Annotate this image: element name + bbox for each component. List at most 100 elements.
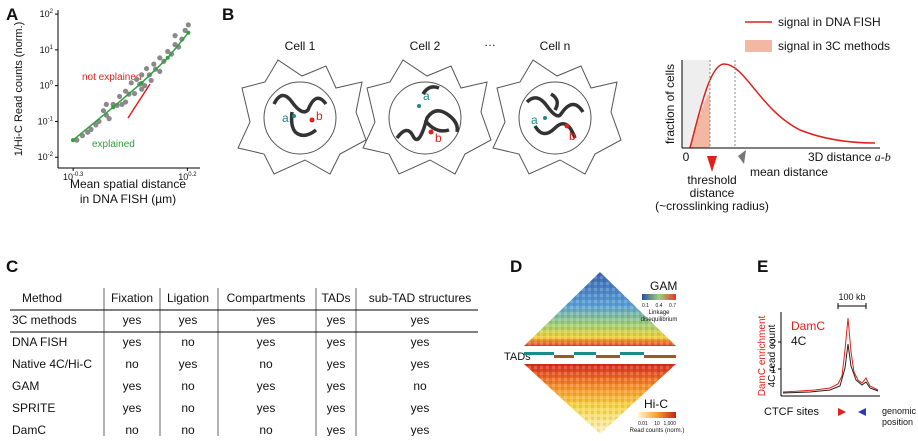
table-cell: 3C methods (12, 313, 77, 327)
data-point (122, 88, 129, 94)
table-cell: DamC (12, 423, 46, 436)
table-cell: yes (123, 401, 142, 415)
tick-exponent: 0.2 (188, 172, 197, 178)
threshold-label: distance (690, 186, 735, 200)
cell: a b (492, 59, 622, 175)
y-tick-label: 1 (770, 365, 776, 376)
table-cell: yes (257, 335, 276, 349)
tad-track (524, 352, 676, 358)
table-header: Compartments (227, 291, 306, 305)
table-cell: Native 4C/Hi-C (12, 357, 92, 371)
annotation: explained (92, 139, 135, 150)
y-tick-label: 2 (770, 338, 776, 349)
hic-scale-label: Read counts (norm.) (630, 428, 685, 434)
fit-line (72, 32, 189, 141)
data-point (165, 48, 171, 55)
tick-label: 100.2 (178, 172, 197, 182)
hic-tick: 1,000 (663, 421, 676, 427)
cell: a b (362, 59, 492, 175)
data-point (179, 36, 185, 42)
data-point (143, 65, 150, 72)
tick-exponent: 2 (50, 9, 54, 15)
panel-label: E (757, 257, 768, 276)
locus-label: b (569, 129, 576, 143)
gam-label: GAM (650, 279, 677, 293)
data-point (182, 27, 188, 33)
table-cell: yes (327, 335, 346, 349)
table-cell: yes (123, 313, 142, 327)
cell: a b (237, 59, 367, 175)
legend-label: DamC (791, 319, 825, 333)
4c-track (782, 343, 879, 394)
legend-label: signal in DNA FISH (778, 15, 881, 29)
tick-base: 10 (38, 152, 48, 162)
data-point (139, 86, 145, 92)
tick-label: 101 (40, 45, 54, 55)
tick-base: 10 (40, 45, 50, 55)
gam-colorbar (642, 294, 676, 300)
table-cell: no (181, 335, 195, 349)
tick-label: 10-0.3 (63, 172, 84, 182)
y-axis-label: fraction of cells (663, 64, 677, 144)
locus-label: a (423, 89, 430, 103)
table-cell: yes (179, 313, 198, 327)
table-cell: yes (123, 335, 142, 349)
data-point (139, 72, 145, 78)
data-point (134, 76, 140, 82)
data-point (131, 90, 138, 97)
data-point (122, 99, 129, 105)
mean-marker (738, 150, 746, 164)
table-cell: yes (411, 423, 430, 436)
legend-swatch (745, 40, 772, 52)
tick-exponent: 1 (50, 45, 54, 51)
heatmap-texture (524, 272, 676, 346)
table-cell: yes (123, 379, 142, 393)
table-cell: yes (327, 401, 346, 415)
ellipsis: … (484, 35, 496, 49)
table-cell: no (181, 423, 195, 436)
method-table: Method Fixation Ligation Compartments TADs su… (10, 288, 478, 441)
hic-colorbar (638, 412, 676, 418)
tick-base: 10 (40, 81, 50, 91)
data-point (142, 83, 148, 89)
ctcf-label: CTCF sites (764, 406, 820, 418)
table-header: Fixation (111, 291, 153, 305)
annotation: not explained (82, 72, 142, 83)
scale-bar-label: 100 kb (838, 292, 865, 302)
data-point (151, 61, 157, 67)
y-axis-label: DamC enrichment (757, 315, 768, 396)
table-cell: DNA FISH (12, 335, 67, 349)
cell-label: Cell 2 (410, 39, 441, 53)
table-cell: yes (179, 357, 198, 371)
data-point (106, 116, 112, 122)
panel-a: 1/Hi-C Read counts (norm.) Mean spatial … (13, 9, 200, 206)
y-axis-label: 1/Hi-C Read counts (norm.) (13, 22, 25, 157)
locus-label: a (531, 113, 538, 127)
table-cell: yes (257, 401, 276, 415)
threshold-label: (~crosslinking radius) (655, 199, 769, 213)
hic-tick: 0.01 (638, 421, 648, 427)
data-point (93, 122, 99, 128)
tick-exponent: -1 (48, 116, 54, 122)
table-cell: yes (257, 313, 276, 327)
panel-e: 100 kb DamC enrichment 4C read count 2 1… (757, 292, 917, 427)
fit-point (139, 80, 144, 85)
table-cell: yes (257, 379, 276, 393)
gam-tick: 0.7 (669, 303, 676, 309)
ctcf-site (838, 408, 846, 416)
tick-exponent: -2 (48, 152, 54, 158)
genomic-label: genomic (882, 406, 917, 416)
tick-base: 10 (63, 172, 73, 182)
fit-point (70, 138, 75, 143)
gam-tick: 0.1 (642, 303, 649, 309)
data-point (185, 22, 191, 28)
data-point (157, 68, 163, 75)
tick-exponent: -0.3 (73, 172, 84, 178)
tick-base: 10 (38, 116, 48, 126)
hic-tick: 10 (654, 421, 660, 427)
data-point (116, 93, 123, 100)
cell-label: Cell n (540, 39, 571, 53)
mean-label: mean distance (750, 165, 828, 179)
table-cell: yes (327, 423, 346, 436)
gam-tick: 0.4 (656, 303, 663, 309)
